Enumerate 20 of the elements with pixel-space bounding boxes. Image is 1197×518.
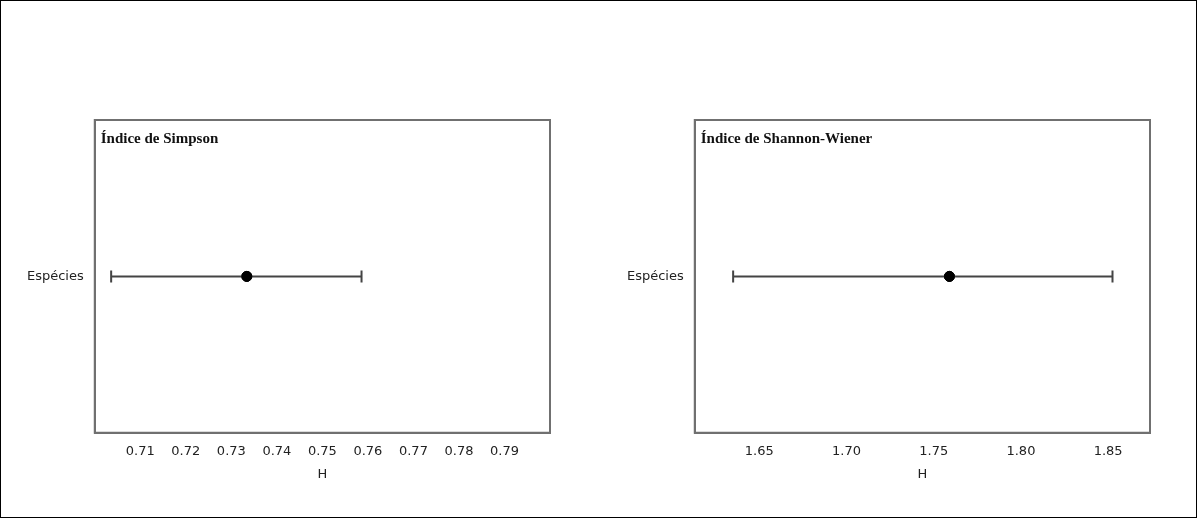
x-tick-label: 0.77	[398, 442, 428, 458]
x-tick-label: 0.74	[262, 442, 292, 458]
x-tick-label: 1.75	[919, 442, 949, 458]
x-tick-label: 0.73	[216, 442, 246, 458]
x-tick-label: 0.72	[171, 442, 201, 458]
x-tick-label: 0.75	[307, 442, 337, 458]
y-tick-label: Espécies	[26, 267, 84, 283]
x-tick-label: 1.85	[1093, 442, 1123, 458]
x-tick-label: 1.65	[744, 442, 774, 458]
chart-title: Índice de Shannon-Wiener	[700, 130, 873, 147]
x-axis-title: H	[917, 465, 928, 481]
x-tick-label: 1.70	[832, 442, 861, 458]
y-tick-label: Espécies	[626, 267, 684, 283]
x-tick-label: 0.71	[125, 442, 155, 458]
x-tick-label: 0.76	[353, 442, 383, 458]
x-tick-label: 0.78	[444, 442, 474, 458]
chart-title: Índice de Simpson	[100, 130, 219, 147]
x-tick-label: 1.80	[1006, 442, 1036, 458]
x-axis-title: H	[317, 465, 328, 481]
x-tick-label: 0.79	[490, 442, 519, 458]
